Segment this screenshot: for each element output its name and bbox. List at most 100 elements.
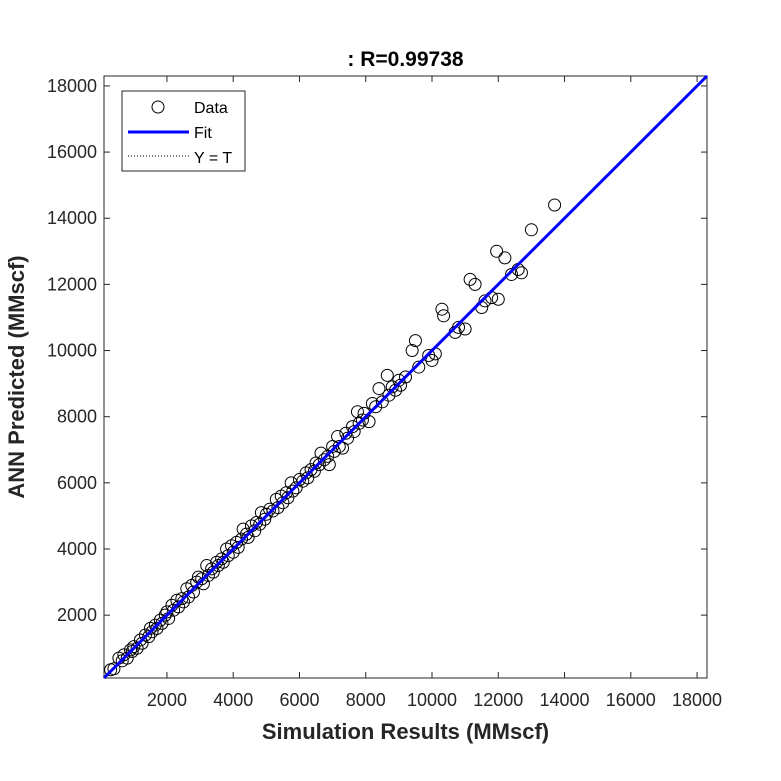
y-tick-label: 2000: [57, 605, 97, 625]
data-point: [435, 302, 449, 316]
data-point: [186, 585, 200, 599]
data-point: [301, 471, 315, 485]
data-point: [248, 524, 262, 538]
legend-label-data: Data: [194, 100, 228, 117]
data-point: [478, 294, 492, 308]
legend-data-marker: [151, 100, 165, 114]
data-point: [205, 562, 219, 576]
data-point: [177, 595, 191, 609]
data-point: [231, 540, 245, 554]
data-point: [206, 565, 220, 579]
data-point: [372, 382, 386, 396]
data-point: [234, 532, 248, 546]
data-point: [127, 640, 141, 654]
data-point: [281, 491, 295, 505]
data-point: [160, 605, 174, 619]
data-point: [514, 266, 528, 280]
data-point: [345, 420, 359, 434]
data-point: [304, 463, 318, 477]
data-point: [399, 370, 412, 384]
data-point: [341, 431, 355, 445]
data-point: [468, 277, 482, 291]
legend: Data Fit Y = T: [121, 90, 246, 172]
data-point: [524, 223, 538, 237]
data-point: [322, 458, 336, 472]
data-point: [153, 613, 167, 627]
data-point: [452, 320, 466, 334]
data-point: [380, 368, 394, 382]
data-point: [347, 425, 361, 439]
data-point: [491, 292, 505, 306]
data-point: [463, 272, 477, 286]
y-axis-title: ANN Predicted (MMscf): [4, 255, 29, 498]
data-point: [130, 641, 144, 655]
data-point: [289, 481, 303, 495]
x-tick-label: 2000: [147, 690, 187, 710]
fit-line: [102, 74, 709, 680]
data-point: [339, 426, 353, 440]
data-point: [369, 400, 383, 414]
data-point: [148, 618, 162, 632]
data-point: [158, 608, 172, 622]
data-point: [394, 378, 408, 392]
data-point: [135, 636, 149, 650]
data-point: [263, 502, 277, 516]
data-point: [133, 633, 147, 647]
data-point: [332, 439, 346, 453]
data-point: [195, 572, 209, 586]
x-tick-label: 8000: [346, 690, 386, 710]
data-point: [226, 545, 240, 559]
y-tick-label: 4000: [57, 539, 97, 559]
x-tick-label: 16000: [606, 690, 656, 710]
data-point: [408, 334, 422, 348]
data-point: [138, 628, 152, 642]
data-point: [389, 383, 403, 397]
x-tick-label: 4000: [213, 690, 253, 710]
data-point: [458, 322, 472, 336]
data-point: [292, 473, 306, 487]
data-point: [314, 446, 328, 460]
y-tick-label: 8000: [57, 407, 97, 427]
data-point: [490, 244, 504, 258]
x-tick-label: 6000: [279, 690, 319, 710]
data-point: [107, 662, 121, 676]
data-point: [286, 484, 300, 498]
data-point: [317, 453, 331, 467]
data-point: [331, 430, 345, 444]
y-tick-label: 16000: [47, 142, 97, 162]
data-point: [117, 648, 131, 662]
y-tick-label: 10000: [47, 341, 97, 361]
data-point: [405, 344, 419, 358]
data-point: [505, 267, 519, 281]
data-point: [375, 395, 389, 409]
y-tick-label: 6000: [57, 473, 97, 493]
x-tick-label: 10000: [407, 690, 457, 710]
chart-title: : R=0.99738: [347, 48, 463, 71]
data-point: [425, 353, 439, 367]
data-point: [155, 616, 169, 630]
legend-label-fit: Fit: [194, 125, 212, 142]
data-point: [216, 555, 230, 569]
data-point: [382, 388, 396, 402]
data-point: [276, 496, 290, 510]
data-point: [150, 621, 164, 635]
data-point: [392, 373, 406, 387]
data-point: [307, 464, 321, 478]
data-point: [239, 527, 253, 541]
data-point: [124, 643, 138, 657]
x-axis-title: Simulation Results (MMscf): [262, 719, 549, 744]
x-tick-label: 12000: [473, 690, 523, 710]
data-point: [385, 380, 399, 394]
data-point: [437, 309, 451, 323]
data-point: [412, 360, 426, 374]
x-tick-label: 14000: [540, 690, 590, 710]
axes-layer: 2000 4000 6000 8000 10000 12000 14000 16000 1800…: [47, 76, 722, 710]
data-point: [355, 413, 369, 427]
data-point: [120, 651, 134, 665]
data-point: [362, 415, 376, 429]
y-tick-label: 14000: [47, 208, 97, 228]
data-point: [172, 600, 186, 614]
data-point: [327, 444, 341, 458]
y-tick-label: 12000: [47, 274, 97, 294]
